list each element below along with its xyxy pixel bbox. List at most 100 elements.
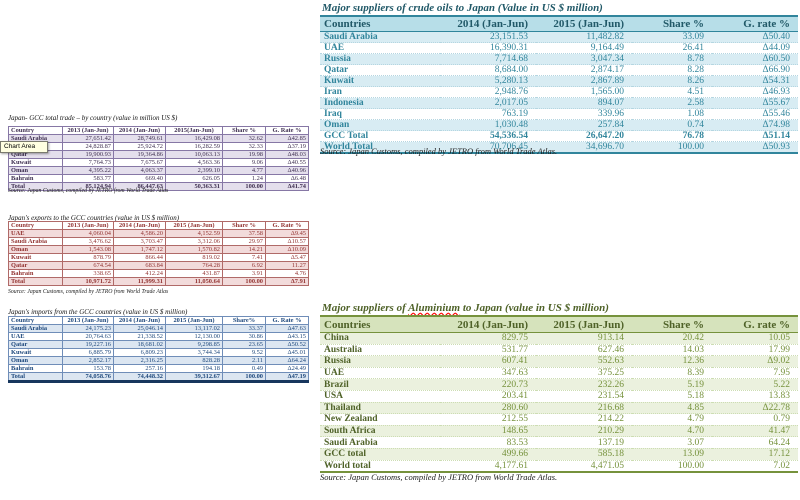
table-cell: 7.41	[222, 253, 266, 262]
table-cell: 7.95	[712, 367, 798, 380]
table-row: Total 74,058.76 74,448.32 39,312.67 100.00 Δ4…	[8, 372, 309, 382]
table-cell: 11,482.82	[536, 31, 632, 43]
table-cell: 4.85	[632, 402, 712, 415]
table-cell: 8.39	[632, 367, 712, 380]
gcc-exports-table: Country 2013 (Jan-Jun) 2014 (Jan-Jun) 2015 …	[8, 221, 309, 286]
table-cell: 3,312.06	[165, 237, 223, 246]
gcc-imports-title: Japan's imports from the GCC countries (…	[8, 308, 188, 316]
table-cell: Δ60.50	[712, 53, 798, 65]
table-cell: Kuwait	[8, 158, 63, 167]
table-cell: 2,399.10	[165, 166, 223, 175]
table-cell: Thailand	[320, 402, 440, 415]
table-cell: 9.06	[222, 158, 266, 167]
table-cell: 828.28	[165, 356, 223, 365]
table-cell: Δ50.93	[712, 141, 798, 154]
table-row: Kuwait 6,885.79 6,809.23 3,744.34 9.52 Δ45.01	[8, 348, 309, 357]
table-cell: 0.49	[222, 364, 266, 373]
table-cell: 100.00	[222, 277, 266, 286]
table-row: Russia 7,714.68 3,047.34 8.78 Δ60.50	[320, 53, 798, 65]
table-row: Indonesia 2,017.05 894.07 2.58 Δ55.67	[320, 97, 798, 109]
table-cell: 26,647.20	[536, 130, 632, 142]
table-cell: China	[320, 332, 440, 345]
column-header: Countries	[320, 16, 440, 32]
table-row: Bahrain 338.65 412.24 431.87 3.91 4.76	[8, 269, 309, 278]
table-row: Kuwait 878.79 866.44 819.02 7.41 Δ5.47	[8, 253, 309, 262]
table-cell: Δ54.31	[712, 75, 798, 87]
column-header: G. rate %	[712, 316, 798, 333]
table-cell: UAE	[8, 332, 63, 341]
table-cell: 32.33	[222, 142, 266, 151]
table-cell: Kuwait	[8, 348, 63, 357]
table-cell: 2,874.17	[536, 64, 632, 76]
table-row: Oman 1,543.08 1,747.12 1,570.82 14.21 Δ10.09	[8, 245, 309, 254]
table-cell: 4.76	[265, 269, 309, 278]
table-cell: 585.18	[536, 448, 632, 461]
table-row: Oman 4,395.22 4,063.37 2,399.10 4.77 Δ40.96	[8, 166, 309, 175]
table-row: UAE 20,764.63 21,338.52 12,130.00 30.86 Δ43.1…	[8, 332, 309, 341]
table-row: New Zealand 212.55 214.22 4.79 0.79	[320, 413, 798, 426]
aluminium-source: Source: Japan Customs, compiled by JETRO…	[320, 472, 558, 482]
table-cell: Qatar	[320, 64, 440, 76]
table-cell: 0.74	[632, 119, 712, 131]
table-row: USA 203.41 231.54 5.18 13.83	[320, 390, 798, 403]
table-cell: 220.73	[440, 378, 536, 391]
column-header: 2014 (Jan-Jun)	[113, 126, 166, 135]
table-cell: 763.19	[440, 108, 536, 120]
table-cell: 1,030.48	[440, 119, 536, 131]
table-row: Brazil 220.73 232.26 5.19 5.22	[320, 378, 798, 391]
table-row: Oman 1,030.48 257.84 0.74 Δ74.98	[320, 119, 798, 131]
table-cell: 894.07	[536, 97, 632, 109]
table-cell: 214.22	[536, 413, 632, 426]
table-cell: 8.26	[632, 75, 712, 87]
table-cell: Saudi Arabia	[320, 31, 440, 43]
table-cell: 5,280.13	[440, 75, 536, 87]
column-header: Country	[8, 221, 63, 230]
table-cell: 74,058.76	[62, 372, 114, 382]
table-cell: 412.24	[113, 269, 166, 278]
table-cell: Saudi Arabia	[8, 324, 63, 333]
aluminium-table: Countries 2014 (Jan-Jun) 2015 (Jan-Jun) Sha…	[320, 315, 798, 474]
table-cell: 583.77	[62, 174, 114, 183]
column-header: 2014 (Jan-Jun)	[440, 316, 536, 333]
table-cell: 1,747.12	[113, 245, 166, 254]
column-header: 2013 (Jan-Jun)	[62, 126, 114, 135]
column-header: 2015 (Jan-Jun)	[165, 316, 223, 325]
table-cell: 669.40	[113, 174, 166, 183]
table-cell: 7,714.68	[440, 53, 536, 65]
table-cell: Δ9.02	[712, 355, 798, 368]
table-cell: 18,681.02	[113, 340, 166, 349]
table-cell: 10.05	[712, 332, 798, 345]
table-cell: 4.70	[632, 425, 712, 438]
table-cell: Δ55.46	[712, 108, 798, 120]
table-cell: 339.96	[536, 108, 632, 120]
table-cell: 4,563.36	[165, 158, 223, 167]
table-cell: Δ50.52	[265, 340, 309, 349]
table-cell: 12.36	[632, 355, 712, 368]
table-cell: Brazil	[320, 378, 440, 391]
table-cell: Australia	[320, 344, 440, 357]
table-cell: 9,298.85	[165, 340, 223, 349]
table-cell: 14.03	[632, 344, 712, 357]
table-cell: 19,364.86	[113, 150, 166, 159]
table-cell: 100.00	[222, 372, 266, 382]
table-cell: 3,047.34	[536, 53, 632, 65]
table-cell: 626.05	[165, 174, 223, 183]
column-header: Countries	[320, 316, 440, 333]
table-row: Saudi Arabia 23,151.53 11,482.82 33.09 Δ50.4…	[320, 31, 798, 43]
table-cell: 375.25	[536, 367, 632, 380]
crude-oil-table: Countries 2014 (Jan-Jun) 2015 (Jan-Jun) Sha…	[320, 15, 798, 154]
table-cell: UAE	[320, 367, 440, 380]
table-row: Qatar 19,227.16 18,681.02 9,298.85 23.65 Δ50.…	[8, 340, 309, 349]
table-row: Qatar 19,900.93 19,364.86 10,063.13 19.98 Δ48…	[8, 150, 309, 159]
column-header: Share %	[222, 221, 266, 230]
table-cell: 194.18	[165, 364, 223, 373]
table-cell: Δ10.09	[265, 245, 309, 254]
table-cell: Δ64.24	[265, 356, 309, 365]
gcc-exports-source: Source: Japan Customs, compiled by JETRO…	[8, 289, 169, 295]
table-cell: 23.65	[222, 340, 266, 349]
table-cell: 13,117.02	[165, 324, 223, 333]
column-header: 2014 (Jan-Jun)	[440, 16, 536, 32]
table-cell: 17.99	[712, 344, 798, 357]
table-cell: Δ10.57	[265, 237, 309, 246]
table-cell: 866.44	[113, 253, 166, 262]
